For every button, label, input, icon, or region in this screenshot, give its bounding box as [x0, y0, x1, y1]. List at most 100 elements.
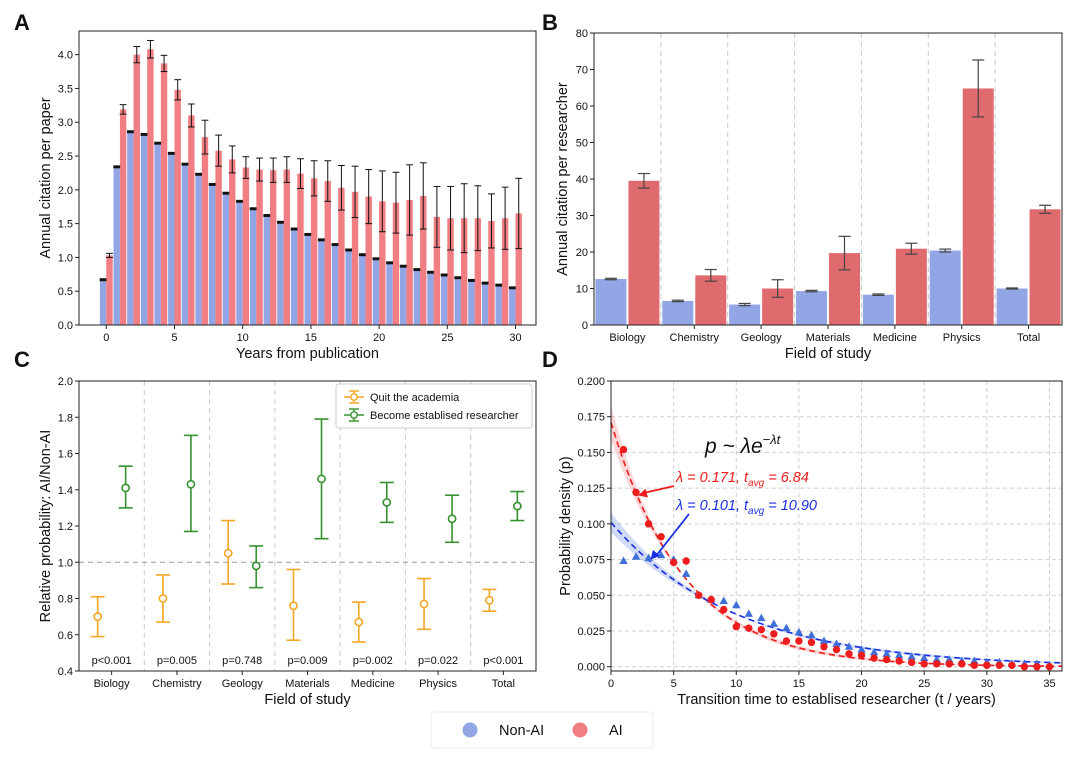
bar-non-ai: [400, 266, 407, 325]
y-tick-label: 1.8: [58, 412, 73, 424]
data-point-ai: [657, 533, 665, 541]
y-tick-label: 60: [576, 101, 588, 113]
bar-non-ai: [729, 304, 761, 325]
p-value: p<0.001: [92, 655, 132, 667]
y-axis-label: Relative probability: AI/Non-AI: [38, 430, 54, 623]
data-point-ai: [882, 655, 891, 664]
data-point-non-ai: [719, 596, 728, 604]
established-marker: [186, 479, 196, 489]
x-tick-label: Geology: [222, 678, 263, 690]
panel-a: A 0.0 0.5 1.0 1.5 2.0 2.5 3.0 3.5 4.0 0 5 10 15 20 25 30…: [14, 10, 537, 362]
data-point-ai: [895, 657, 903, 665]
p-value: p=0.005: [157, 655, 197, 667]
bar-ai: [501, 218, 509, 325]
data-point-ai: [1045, 663, 1054, 671]
data-point-ai: [1020, 663, 1029, 671]
bar-ai: [215, 150, 222, 325]
data-point-ai: [945, 660, 953, 668]
bar-non-ai: [796, 291, 827, 325]
bar-ai: [392, 202, 400, 325]
x-tick-label: Geology: [741, 332, 782, 344]
panel-c: Cp<0.001 Biology p=0.005 Chemistry p=0.748 Ge…: [14, 347, 537, 708]
x-tick-label: 5: [671, 678, 677, 690]
data-point-non-ai: [970, 656, 979, 664]
data-point-ai: [958, 660, 966, 668]
x-axis-label: Field of study: [785, 346, 872, 362]
y-tick-label: 10: [576, 284, 588, 296]
bar-ai: [106, 255, 113, 325]
panel-label: B: [542, 10, 558, 35]
bar-non-ai: [345, 249, 352, 325]
bar-non-ai: [495, 285, 502, 325]
data-point-ai: [1033, 663, 1041, 671]
bar-ai: [188, 115, 195, 325]
x-tick-label: Materials: [285, 678, 330, 690]
y-tick-label: 0.200: [577, 376, 605, 388]
quit-marker: [289, 601, 298, 611]
y-tick-label: 2.0: [58, 185, 73, 197]
x-tick-label: Chemistry: [152, 678, 202, 690]
data-point-non-ai: [757, 613, 766, 622]
y-tick-label: 3.5: [58, 83, 73, 95]
x-tick-label: Biology: [609, 332, 646, 344]
bar-ai: [695, 275, 727, 325]
y-tick-label: 4.0: [58, 50, 73, 62]
formula-exponent: −λt: [763, 432, 782, 447]
x-tick-label: Materials: [806, 332, 851, 344]
x-tick-label: 25: [441, 332, 453, 344]
data-point-ai: [782, 637, 791, 645]
confidence-band-ai: [611, 405, 1062, 667]
annotation-value: = 6.84: [764, 470, 809, 486]
bar-non-ai: [263, 215, 270, 325]
data-point-non-ai: [744, 609, 754, 617]
x-tick-label: Total: [1017, 332, 1040, 344]
data-point-ai: [732, 623, 740, 631]
bar-ai: [895, 248, 927, 325]
bar-ai: [119, 109, 127, 326]
x-tick-label: 15: [793, 678, 805, 690]
bar-non-ai: [140, 134, 148, 325]
bar-non-ai: [236, 201, 243, 325]
figure-legend: Non-AI AI: [430, 711, 654, 749]
bar-non-ai: [359, 254, 366, 325]
bar-ai: [351, 191, 359, 325]
bar-non-ai: [209, 184, 216, 325]
data-point-non-ai: [844, 642, 854, 650]
y-tick-label: 1.4: [58, 485, 73, 497]
data-point-non-ai: [919, 653, 929, 662]
bar-non-ai: [440, 274, 448, 325]
formula: p ~ λe−λt: [704, 432, 782, 458]
bar-ai: [433, 216, 441, 325]
data-point-ai: [933, 660, 941, 668]
x-tick-label: Physics: [419, 678, 457, 690]
data-point-ai: [857, 651, 866, 659]
p-value: p=0.022: [418, 655, 458, 667]
x-tick-label: 15: [305, 332, 317, 344]
bar-non-ai: [386, 262, 393, 325]
bar-non-ai: [127, 131, 134, 325]
data-point-non-ai: [619, 556, 628, 564]
bar-ai: [628, 180, 660, 325]
panel-label: D: [542, 347, 558, 372]
legend-marker: [350, 411, 358, 419]
p-value: p=0.002: [353, 655, 393, 667]
bar-non-ai: [427, 272, 434, 325]
quit-marker: [93, 612, 103, 622]
bar-non-ai: [290, 229, 298, 325]
data-point-non-ai: [932, 655, 941, 663]
y-tick-label: 1.0: [58, 252, 73, 264]
bar-ai: [256, 169, 263, 325]
data-point-non-ai: [769, 619, 779, 627]
bar-ai: [365, 196, 372, 325]
data-point-non-ai: [644, 553, 653, 562]
quit-marker: [484, 595, 494, 605]
y-axis-label: Annual citation per researcher: [555, 82, 571, 276]
data-point-non-ai: [857, 645, 866, 653]
x-tick-label: Medicine: [351, 678, 395, 690]
x-tick-label: 35: [1043, 678, 1055, 690]
bar-non-ai: [154, 143, 161, 325]
y-tick-label: 0.150: [577, 447, 605, 459]
p-value: p=0.748: [222, 655, 262, 667]
y-tick-label: 2.5: [58, 151, 73, 163]
panel-label: A: [14, 10, 30, 35]
